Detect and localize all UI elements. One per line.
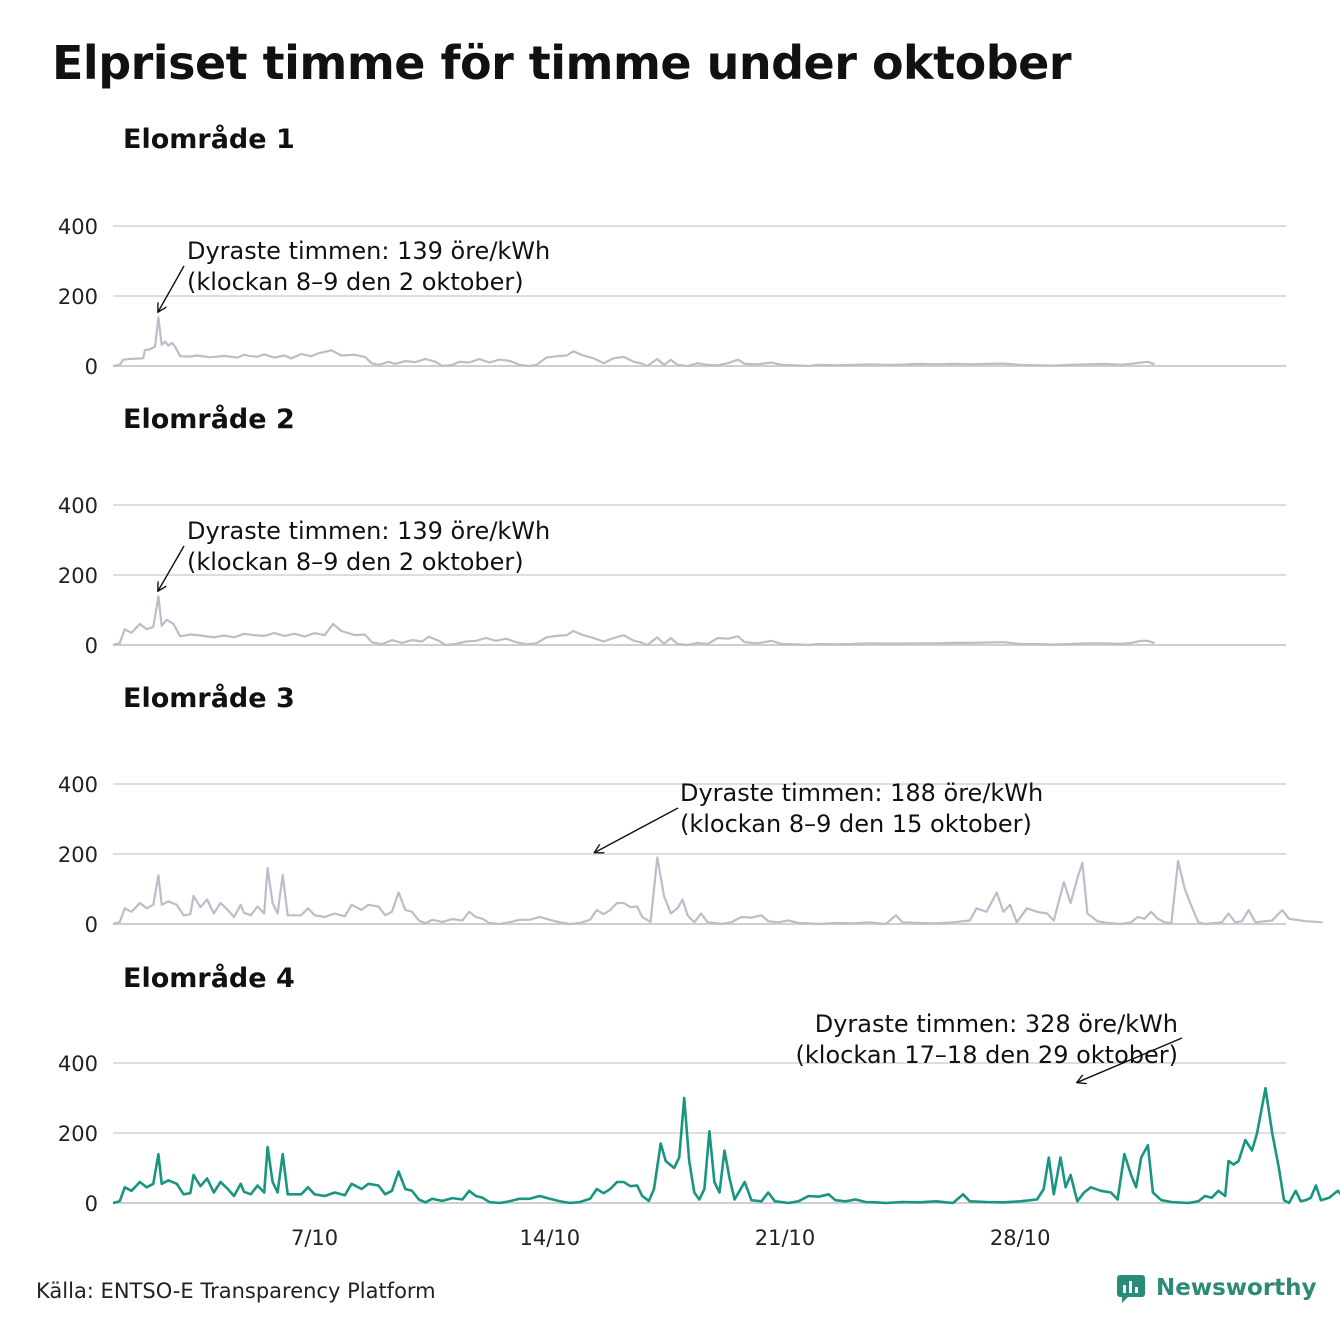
brand-logo: Newsworthy	[1116, 1273, 1317, 1303]
panel-title: Elområde 1	[123, 123, 295, 155]
newsworthy-logo-icon	[1117, 1275, 1145, 1303]
y-tick-label: 200	[58, 285, 98, 309]
peak-annotation: Dyraste timmen: 139 öre/kWh	[187, 517, 550, 545]
annotation-arrow	[158, 545, 185, 590]
x-tick-label: 21/10	[755, 1226, 816, 1250]
series-line	[112, 856, 1323, 926]
peak-annotation: Dyraste timmen: 139 öre/kWh	[187, 237, 550, 265]
y-tick-label: 400	[58, 773, 98, 797]
peak-annotation: (klockan 8–9 den 2 oktober)	[187, 268, 524, 296]
chart-panel: Elområde 2 0 200 400 Dyraste timmen: 139 öre…	[58, 403, 1286, 658]
chart-panel: Elområde 3 0 200 400 Dyraste timmen: 188 öre…	[58, 682, 1323, 937]
brand-name: Newsworthy	[1156, 1275, 1317, 1301]
peak-annotation: Dyraste timmen: 188 öre/kWh	[680, 779, 1043, 807]
page-title: Elpriset timme för timme under oktober	[52, 36, 1072, 90]
peak-annotation: (klockan 8–9 den 2 oktober)	[187, 548, 524, 576]
y-tick-label: 200	[58, 1122, 98, 1146]
peak-annotation: (klockan 8–9 den 15 oktober)	[680, 810, 1032, 838]
chart-panel: Elområde 1 0 200 400 Dyraste timmen: 139 öre…	[58, 123, 1286, 379]
x-tick-label: 7/10	[291, 1226, 338, 1250]
y-tick-label: 0	[85, 634, 98, 658]
series-line	[112, 1086, 1340, 1205]
source-note: Källa: ENTSO-E Transparency Platform	[36, 1279, 436, 1303]
peak-annotation: (klockan 17–18 den 29 oktober)	[796, 1041, 1178, 1069]
y-tick-label: 200	[58, 843, 98, 867]
y-tick-label: 400	[58, 215, 98, 239]
x-tick-label: 28/10	[990, 1226, 1051, 1250]
chart-panel: Elområde 4 0 200 400 Dyraste timmen: 328 öre…	[58, 962, 1340, 1216]
y-tick-label: 0	[85, 913, 98, 937]
series-line	[112, 595, 1155, 647]
annotation-arrow	[158, 265, 185, 311]
panel-title: Elområde 3	[123, 682, 295, 714]
y-tick-label: 0	[85, 1192, 98, 1216]
annotation-arrow	[595, 807, 679, 852]
panel-title: Elområde 2	[123, 403, 295, 435]
series-line	[112, 316, 1155, 368]
y-tick-label: 200	[58, 564, 98, 588]
annotation-arrow	[1078, 1037, 1183, 1082]
peak-annotation: Dyraste timmen: 328 öre/kWh	[815, 1010, 1178, 1038]
panel-title: Elområde 4	[123, 962, 295, 994]
y-tick-label: 400	[58, 494, 98, 518]
y-tick-label: 400	[58, 1052, 98, 1076]
y-tick-label: 0	[85, 355, 98, 379]
x-tick-label: 14/10	[520, 1226, 581, 1250]
